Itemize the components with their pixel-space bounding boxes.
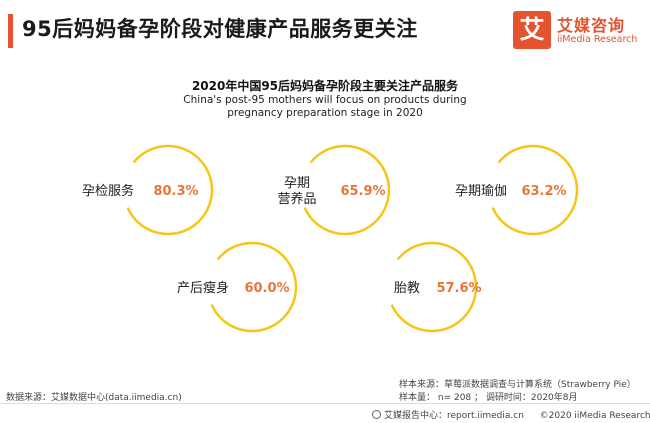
- value-label: 57.6%: [436, 281, 481, 296]
- ring-arc: [126, 144, 214, 236]
- sample-source: 样本来源：草莓派数据调查与计算系统（Strawberry Pie）: [399, 380, 636, 390]
- data-source: 数据来源：艾媒数据中心(data.iimedia.cn): [6, 393, 182, 403]
- sample-size: 样本量： n= 208 ； 调研时间：2020年8月: [399, 393, 578, 403]
- sample-info: 样本来源：草莓派数据调查与计算系统（Strawberry Pie） 样本量： n…: [399, 379, 636, 405]
- value-label: 65.9%: [340, 184, 385, 199]
- logo-text-en: iiMedia Research: [557, 34, 638, 45]
- value-label: 80.3%: [153, 184, 198, 199]
- category-label: 孕期营养品: [277, 176, 316, 207]
- category-label: 孕检服务: [82, 183, 134, 199]
- report-center-link[interactable]: 艾媒报告中心：report.iimedia.cn: [384, 411, 524, 421]
- logo-text-cn: 艾媒咨询: [557, 16, 626, 35]
- ring-arc: [210, 241, 298, 333]
- ring-arc: [491, 144, 579, 236]
- chart-title: 2020年中国95后妈妈备孕阶段主要关注产品服务: [191, 79, 459, 93]
- ring-arc: [390, 241, 478, 333]
- category-label: 产后瘦身: [177, 280, 229, 296]
- chart-subtitle: China's post-95 mothers will focus on pr…: [183, 94, 467, 119]
- logo-mark: 艾: [513, 11, 551, 49]
- title-accent-bar: [8, 14, 13, 48]
- ring-arc: [303, 144, 391, 236]
- copyright: ©2020 iiMedia Research Inc: [539, 411, 650, 421]
- footer-divider: [0, 403, 650, 404]
- page-title: 95后妈妈备孕阶段对健康产品服务更关注: [22, 17, 418, 41]
- category-label: 孕期瑜伽: [455, 184, 507, 199]
- value-label: 63.2%: [521, 184, 566, 199]
- category-label: 胎教: [394, 280, 420, 296]
- brand-logo: 艾 艾媒咨询 iiMedia Research: [513, 11, 645, 51]
- report-center-icon: [372, 410, 381, 419]
- footer-bottom: 艾媒报告中心：report.iimedia.cn ©2020 iiMedia R…: [372, 408, 650, 421]
- value-label: 60.0%: [244, 281, 289, 296]
